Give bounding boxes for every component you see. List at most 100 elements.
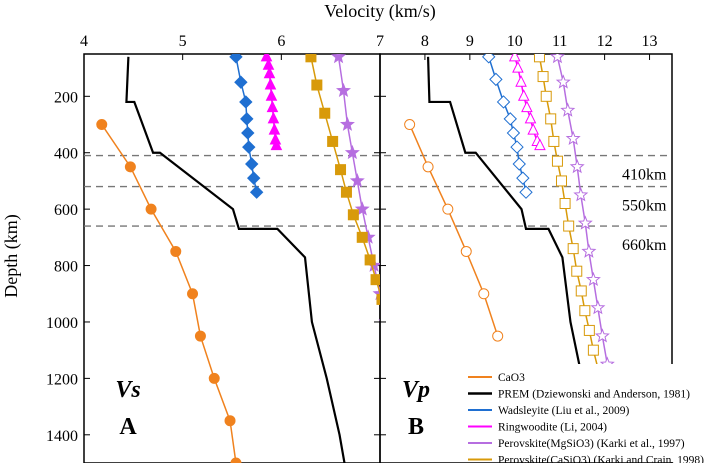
- data-point: [482, 54, 496, 64]
- series-cao3: [404, 119, 504, 342]
- x-tick-label: 6: [277, 33, 285, 50]
- data-point: [585, 271, 601, 287]
- discontinuity-lines: 410km 550km 660km: [84, 154, 672, 254]
- data-point: [512, 157, 526, 171]
- data-point: [565, 130, 581, 145]
- data-point: [246, 171, 261, 185]
- y-tick-label: 1200: [46, 371, 78, 388]
- series-perovskiteca: [305, 54, 380, 305]
- panel-a-quantity-label: Vs: [115, 377, 140, 403]
- series-line-prem: [125, 56, 346, 463]
- data-point: [266, 100, 279, 113]
- data-point: [533, 54, 545, 63]
- data-point: [305, 54, 317, 63]
- data-point: [587, 344, 599, 356]
- data-point: [145, 203, 157, 215]
- series-line-prem: [426, 56, 587, 463]
- y-tick-label: 800: [54, 259, 78, 276]
- data-point: [270, 138, 283, 151]
- data-point: [339, 116, 355, 131]
- data-point: [508, 54, 521, 62]
- data-point: [581, 243, 597, 258]
- data-point: [590, 299, 606, 315]
- data-point: [524, 111, 537, 124]
- series-line-cao3: [408, 124, 499, 337]
- data-point: [555, 74, 571, 89]
- data-point: [242, 140, 256, 154]
- data-point: [340, 186, 352, 198]
- data-point: [563, 220, 575, 232]
- panel-a-letter: A: [119, 414, 137, 440]
- data-point: [506, 126, 521, 140]
- data-point: [442, 203, 454, 215]
- data-point: [331, 54, 347, 64]
- data-point: [240, 112, 254, 126]
- data-point: [265, 89, 278, 101]
- x-tick-label: 8: [421, 33, 429, 50]
- series-prem: [125, 56, 346, 463]
- data-point: [567, 243, 579, 255]
- data-point: [208, 372, 220, 384]
- data-point: [267, 111, 280, 124]
- data-point: [516, 171, 530, 185]
- data-point: [545, 113, 557, 125]
- x-tick-label: 10: [507, 33, 523, 50]
- data-point: [194, 330, 206, 342]
- y-axis-ticks: 200 400 600 800 1000 1200 1400: [46, 89, 386, 445]
- legend-label: Ringwoodite (Li, 2004): [498, 422, 607, 434]
- data-point: [335, 82, 351, 98]
- data-point: [569, 158, 585, 174]
- panel-b-letter: B: [408, 414, 424, 440]
- data-point: [249, 185, 264, 199]
- x-tick-label: 12: [597, 33, 613, 50]
- data-point: [510, 140, 524, 154]
- series-perovskitemg: [331, 54, 380, 321]
- data-point: [327, 135, 339, 147]
- data-point: [264, 77, 277, 90]
- data-point: [187, 288, 199, 300]
- data-point: [519, 185, 533, 199]
- data-point: [96, 119, 108, 131]
- data-point: [370, 274, 380, 286]
- data-point: [555, 175, 567, 187]
- boundary-label: 550km: [622, 198, 667, 215]
- series-ringwoodite: [508, 54, 546, 151]
- data-point: [575, 285, 587, 297]
- panel-b-quantity-label: Vp: [402, 377, 430, 403]
- data-point: [579, 305, 591, 317]
- data-point: [311, 79, 323, 91]
- data-point: [573, 187, 589, 202]
- data-point: [559, 197, 571, 209]
- data-point: [577, 215, 593, 230]
- series-wadsleyite: [482, 54, 533, 199]
- data-point: [224, 415, 236, 427]
- data-point: [492, 330, 504, 342]
- data-point: [124, 161, 136, 173]
- data-point: [404, 119, 416, 131]
- data-point: [527, 123, 539, 135]
- data-point: [354, 201, 370, 216]
- data-point: [489, 72, 503, 87]
- x-tick-label: 5: [179, 33, 187, 50]
- data-point: [260, 54, 273, 62]
- boundary-label: 660km: [622, 237, 667, 254]
- data-point: [319, 107, 331, 119]
- legend-label: CaO3: [498, 372, 525, 384]
- data-point: [170, 245, 182, 257]
- data-point: [263, 66, 276, 79]
- legend-label: Perovskite(MgSiO3) (Karki et al., 1997): [498, 438, 685, 450]
- data-point: [512, 60, 524, 73]
- panel-a-series-area: [96, 54, 380, 463]
- data-point: [268, 123, 281, 135]
- figure-title: Velocity (km/s): [324, 1, 435, 22]
- data-point: [229, 54, 243, 64]
- data-point: [234, 75, 248, 89]
- boundary-label: 410km: [622, 167, 667, 184]
- data-point: [364, 254, 376, 266]
- data-point: [239, 95, 253, 109]
- legend: CaO3 PREM (Dziewonski and Anderson, 1981)…: [460, 364, 725, 467]
- data-point: [560, 102, 576, 117]
- data-point: [548, 135, 560, 147]
- y-tick-label: 600: [54, 202, 78, 219]
